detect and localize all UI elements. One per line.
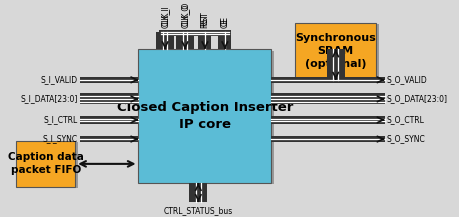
Text: S_O_VALID: S_O_VALID	[386, 75, 427, 84]
Text: CE: CE	[220, 16, 229, 26]
Text: RST: RST	[200, 13, 209, 28]
Bar	[271, 136, 384, 142]
Text: CE: CE	[220, 18, 229, 28]
Text: CLK_I: CLK_I	[160, 6, 169, 26]
Bar	[79, 93, 138, 104]
Bar	[271, 116, 384, 124]
Text: RST: RST	[200, 12, 209, 26]
Text: CTRL_STATUS_bus: CTRL_STATUS_bus	[163, 206, 232, 215]
Bar	[271, 93, 384, 104]
Bar	[271, 77, 384, 83]
Text: CLK_O: CLK_O	[180, 2, 189, 26]
Bar	[156, 32, 174, 49]
Bar	[19, 142, 78, 188]
Text: S_I_CTRL: S_I_CTRL	[43, 115, 77, 124]
Text: CLK_I: CLK_I	[160, 8, 169, 28]
Text: S_I_VALID: S_I_VALID	[40, 75, 77, 84]
Text: Closed Caption Inserter
IP core: Closed Caption Inserter IP core	[117, 101, 292, 131]
Bar	[176, 32, 193, 49]
Text: CLK_O: CLK_O	[180, 4, 189, 28]
Bar	[79, 77, 138, 83]
Bar	[79, 116, 138, 124]
Bar	[295, 23, 375, 80]
Text: S_O_SYNC: S_O_SYNC	[386, 135, 425, 143]
Text: S_O_CTRL: S_O_CTRL	[386, 115, 424, 124]
Text: Caption data
packet FIFO: Caption data packet FIFO	[8, 152, 84, 176]
Bar	[158, 30, 231, 36]
Bar	[79, 136, 138, 142]
Text: S_O_DATA[23:0]: S_O_DATA[23:0]	[386, 94, 447, 104]
Text: S_I_SYNC: S_I_SYNC	[42, 135, 77, 143]
Bar	[141, 51, 274, 184]
Bar	[198, 32, 211, 49]
Bar	[138, 49, 271, 183]
Text: S_I_DATA[23:0]: S_I_DATA[23:0]	[20, 94, 77, 104]
Bar	[189, 183, 207, 202]
Text: Synchronous
SRAM
(optional): Synchronous SRAM (optional)	[295, 33, 375, 69]
Bar	[17, 141, 75, 187]
Bar	[218, 32, 231, 49]
Bar	[326, 49, 344, 80]
Bar	[298, 24, 378, 81]
